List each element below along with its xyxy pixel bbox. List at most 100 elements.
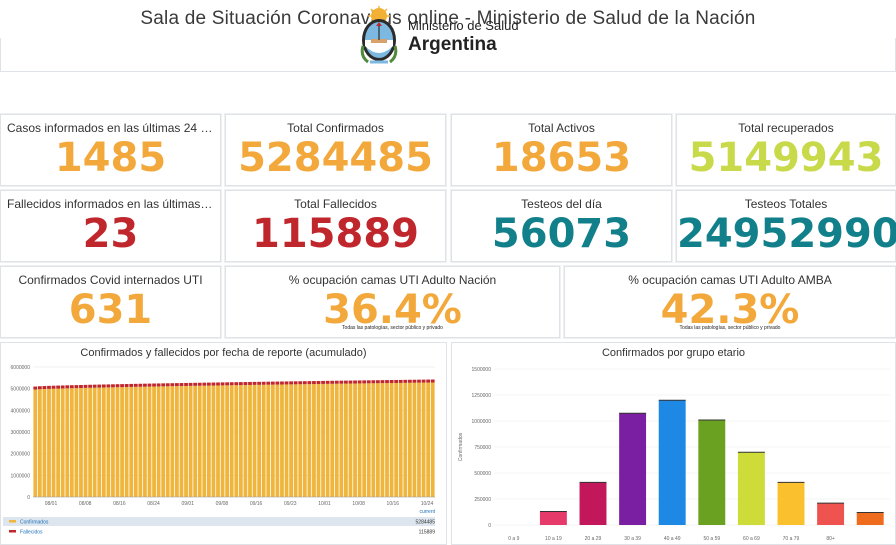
bar-fallecidos (421, 379, 426, 383)
bar-confirmados (129, 386, 134, 497)
bar-confirmados (69, 388, 74, 497)
bar-fallecidos (321, 380, 325, 384)
bar-fallecidos (179, 383, 184, 387)
bar-fallecidos (220, 382, 225, 386)
kpi-label: Testeos del día (521, 197, 602, 211)
bar-confirmados (188, 385, 193, 497)
bar-confirmados (111, 387, 115, 497)
bar-confirmados (243, 385, 248, 497)
bar-fallecidos (302, 381, 307, 385)
bar-confirmados (353, 383, 357, 497)
bar-fallecidos (83, 384, 88, 388)
bar-confirmados (403, 382, 408, 497)
bar-confirmados (362, 383, 367, 497)
kpi-value: 631 (68, 287, 153, 333)
x-tick-label: 80+ (826, 536, 835, 542)
y-tick-label: 0 (488, 523, 491, 529)
kpi-testeos-dia: Testeos del día 56073 (451, 190, 672, 262)
bar-confirmados (270, 384, 275, 497)
logo-ministry-text: Ministerio de Salud (408, 17, 519, 33)
bar-fallecidos (69, 385, 74, 389)
bar-fallecidos (74, 385, 79, 389)
bar-confirmados (74, 388, 79, 497)
bar-confirmados (211, 385, 216, 497)
bar-confirmados (344, 383, 348, 497)
bar-confirmados (252, 384, 257, 497)
bar-fallecidos (252, 381, 257, 385)
y-tick-label: 4000000 (11, 408, 31, 414)
bar-fallecidos (426, 379, 431, 383)
bar-fallecidos (353, 380, 357, 384)
bar-fallecidos (371, 380, 376, 384)
bar-fallecidos (312, 381, 316, 385)
x-tick-label: 09/23 (284, 501, 297, 507)
bar-confirmados (115, 387, 120, 497)
kpi-casos-24hs: Casos informados en las últimas 24 Hs 14… (0, 114, 221, 186)
kpi-value: 42.3% (660, 287, 800, 333)
bar-fallecidos (124, 384, 129, 388)
kpi-label: Fallecidos informados en las últimas 24.… (7, 197, 220, 211)
legend-current-fallecidos: 115889 (419, 530, 436, 536)
cumulative-chart-card: Confirmados y fallecidos por fecha de re… (0, 342, 447, 545)
bar-fallecidos (197, 382, 202, 386)
bar-confirmados (97, 387, 102, 497)
legend-row-bg (3, 517, 435, 526)
bar-confirmados (385, 383, 389, 497)
bar-confirmados (407, 382, 412, 497)
bar-fallecidos (417, 379, 421, 383)
kpi-value: 24952990 (677, 211, 896, 257)
x-tick-label: 09/08 (216, 501, 229, 507)
bar-fallecidos (348, 380, 353, 384)
bar-fallecidos (97, 384, 102, 388)
bar-fallecidos (316, 380, 321, 384)
y-tick-label: 1500000 (472, 367, 492, 373)
bar-fallecidos (238, 382, 243, 386)
bar-confirmados (348, 383, 353, 497)
y-tick-label: 750000 (474, 445, 491, 451)
bar-fallecidos (216, 382, 220, 386)
cumulative-bar-chart: 0 1000000 2000000 3000000 4000000 5000000 6000… (3, 365, 436, 536)
bar-confirmados (334, 383, 339, 497)
kpi-label: % ocupación camas UTI Adulto Nación (288, 273, 497, 287)
bar-confirmados (42, 389, 47, 497)
bar-confirmados (275, 384, 280, 497)
chart-title: Confirmados y fallecidos por fecha de re… (80, 347, 367, 359)
kpi-ocupacion-nacion: % ocupación camas UTI Adulto Nación 36.4… (225, 266, 560, 338)
kpi-value: 1485 (54, 135, 167, 181)
age-bar (579, 482, 607, 525)
bar-confirmados (234, 385, 239, 497)
kpi-internados-uti: Confirmados Covid internados UTI 631 (0, 266, 221, 338)
bar-confirmados (92, 387, 97, 497)
title-bar: Sala de Situación Coronavirus online - M… (0, 0, 896, 38)
age-bar (817, 503, 845, 525)
bar-fallecidos (293, 381, 298, 385)
y-tick-label: 500000 (474, 471, 491, 477)
kpi-label: Total recuperados (738, 121, 834, 135)
x-tick-label: 10/16 (387, 501, 400, 507)
kpi-value: 5284485 (238, 135, 433, 181)
x-tick-label: 10/01 (318, 501, 331, 507)
bar-confirmados (202, 385, 207, 497)
kpi-value: 36.4% (323, 287, 462, 333)
bar-confirmados (229, 385, 234, 497)
bar-fallecidos (211, 382, 216, 386)
bar-fallecidos (412, 379, 417, 383)
bar-confirmados (83, 387, 88, 497)
bar-fallecidos (339, 380, 344, 384)
bar-fallecidos (33, 386, 38, 390)
bar-confirmados (430, 382, 435, 497)
bar-fallecidos (56, 385, 61, 389)
bar-fallecidos (325, 380, 330, 384)
bar-fallecidos (165, 383, 170, 387)
kpi-total-fallecidos: Total Fallecidos 115889 (225, 190, 446, 262)
bar-fallecidos (143, 383, 147, 387)
bar-confirmados (284, 384, 289, 497)
y-tick-label: 3000000 (11, 430, 31, 436)
bar-fallecidos (101, 384, 106, 388)
legend-current-header: current (419, 509, 435, 515)
y-tick-label: 250000 (474, 497, 491, 503)
bar-fallecidos (289, 381, 293, 385)
age-bar (698, 419, 726, 525)
bar-fallecidos (206, 382, 211, 386)
age-bar (539, 511, 567, 525)
